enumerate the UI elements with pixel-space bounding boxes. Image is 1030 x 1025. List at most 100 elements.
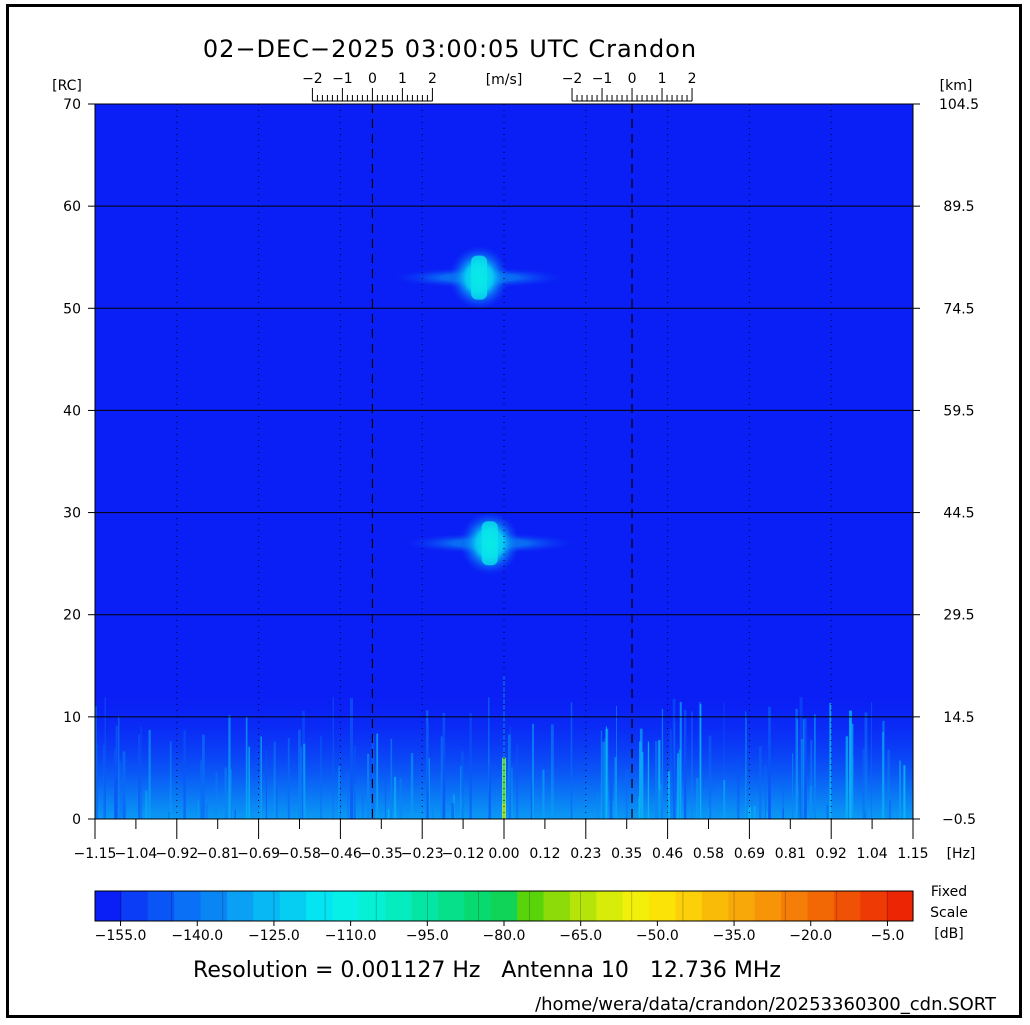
- noise-streak: [460, 798, 463, 819]
- noise-streak: [862, 749, 865, 819]
- noise-streak: [792, 753, 794, 819]
- noise-streak: [432, 809, 434, 819]
- noise-streak: [332, 697, 334, 819]
- velocity-tick-label: −1: [592, 71, 613, 87]
- noise-streak: [864, 811, 866, 819]
- noise-streak: [202, 734, 205, 819]
- noise-streak: [148, 729, 151, 819]
- noise-streak: [393, 776, 397, 819]
- y-right-tick-label: 89.5: [943, 199, 974, 215]
- x-tick-label: 0.92: [816, 846, 847, 862]
- x-tick-label: −0.69: [237, 846, 280, 862]
- colorbar-swatch: [385, 891, 413, 921]
- noise-streak: [371, 735, 375, 819]
- noise-streak: [95, 706, 97, 819]
- colorbar-tick-label: −35.0: [713, 928, 756, 944]
- noise-streak: [248, 746, 250, 819]
- noise-streak: [387, 809, 390, 819]
- colorbar-tick-label: −50.0: [636, 928, 679, 944]
- noise-streak: [168, 811, 170, 819]
- noise-streak: [413, 817, 416, 819]
- noise-streak: [104, 697, 106, 819]
- plot-area: [95, 104, 913, 819]
- noise-streak: [260, 736, 262, 819]
- colorbar-swatch: [569, 891, 597, 921]
- noise-streak: [881, 731, 885, 819]
- colorbar-label-line: Fixed: [931, 884, 967, 900]
- noise-streak: [849, 710, 852, 819]
- noise-streak: [516, 743, 519, 819]
- x-tick-label: 0.00: [488, 846, 519, 862]
- noise-streak: [169, 741, 172, 819]
- colorbar-swatch: [306, 891, 334, 921]
- x-tick-label: −0.35: [360, 846, 403, 862]
- noise-streak: [390, 738, 393, 819]
- colorbar-swatch: [490, 891, 518, 921]
- noise-streak: [461, 751, 464, 819]
- noise-streak: [234, 809, 236, 819]
- echo-core: [471, 255, 488, 300]
- noise-streak: [654, 741, 658, 819]
- noise-streak: [723, 780, 726, 819]
- noise-streak: [903, 765, 906, 819]
- x-tick-label: 0.69: [734, 846, 765, 862]
- figure-frame: [6, 4, 1022, 1018]
- noise-streak: [442, 712, 446, 819]
- noise-streak: [399, 777, 403, 819]
- noise-streak: [696, 777, 699, 819]
- colorbar-swatch: [649, 891, 677, 921]
- noise-streak: [488, 697, 490, 819]
- noise-streak: [845, 736, 848, 819]
- velocity-scales: −2 −1 0 1 2 −2 −1 0 1 2: [302, 71, 696, 102]
- axes: 0 −0.5 10 14.5 20 29.5 30 44.5 40 59.5 50 74.5 60 89.…: [63, 97, 979, 862]
- noise-streak: [273, 741, 276, 819]
- noise-streak: [625, 769, 628, 819]
- colorbar-swatch: [833, 891, 861, 921]
- noise-streak: [508, 734, 511, 819]
- colorbar-swatch: [226, 891, 254, 921]
- noise-streak: [691, 711, 693, 819]
- noise-streak: [230, 769, 232, 819]
- colorbar-swatch: [253, 891, 281, 921]
- noise-streak: [669, 729, 672, 819]
- noise-streak: [764, 765, 767, 819]
- noise-streak: [376, 733, 379, 819]
- noise-streak: [604, 738, 606, 819]
- noise-streak: [889, 800, 892, 819]
- velocity-tick-label: −2: [302, 71, 323, 87]
- noise-streak: [440, 736, 444, 819]
- noise-streak: [677, 753, 679, 819]
- noise-streak: [596, 791, 599, 819]
- noise-streak: [347, 771, 349, 819]
- noise-streak: [647, 741, 650, 819]
- velocity-tick-label: 1: [398, 71, 407, 87]
- y-right-tick-label: 59.5: [943, 403, 974, 419]
- x-tick-label: 0.58: [693, 846, 724, 862]
- file-path: /home/wera/data/crandon/20253360300_cdn.…: [535, 994, 997, 1015]
- noise-streak: [367, 753, 370, 819]
- noise-streak: [140, 726, 142, 819]
- y-right-axis-label: [km]: [940, 78, 973, 94]
- x-axis-unit-label: [Hz]: [947, 846, 976, 862]
- noise-streak: [511, 767, 513, 819]
- noise-streak: [797, 795, 800, 819]
- noise-streak: [320, 736, 322, 819]
- colorbar-swatch: [543, 891, 571, 921]
- y-left-tick-label: 70: [63, 97, 81, 113]
- colorbar-tick-label: −65.0: [559, 928, 602, 944]
- noise-streak: [114, 748, 117, 819]
- noise-streak: [354, 783, 356, 819]
- resolution-line: Resolution = 0.001127 Hz Antenna 10 12.7…: [193, 958, 781, 983]
- noise-streak: [882, 720, 885, 819]
- noise-streak: [745, 717, 747, 819]
- velocity-tick-label: 2: [428, 71, 437, 87]
- noise-streak: [826, 804, 829, 819]
- y-right-tick-label: 29.5: [943, 608, 974, 624]
- noise-streak: [782, 785, 784, 819]
- noise-streak: [550, 724, 554, 819]
- noise-streak: [723, 702, 725, 819]
- noise-streak: [745, 711, 747, 819]
- noise-streak: [298, 729, 301, 819]
- noise-streak: [460, 766, 462, 819]
- noise-streak: [759, 746, 762, 819]
